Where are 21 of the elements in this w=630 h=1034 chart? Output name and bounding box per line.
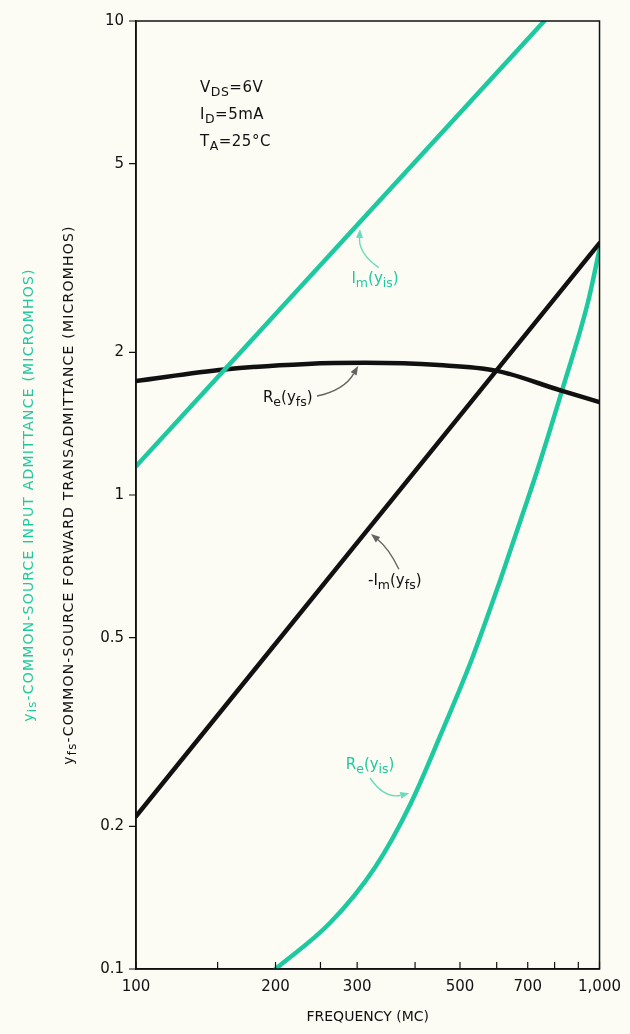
y-tick-label: 0.5	[100, 627, 124, 646]
y-tick-label: 0.2	[100, 816, 124, 835]
x-tick-label: 1,000	[578, 976, 622, 995]
x-tick-label: 500	[445, 976, 475, 995]
series-label: R$_{e}$(y$_{fs}$)	[262, 388, 313, 410]
series-label: I$_{m}$(y$_{is}$)	[351, 269, 399, 291]
series-label: R$_{e}$(y$_{is}$)	[345, 754, 395, 776]
y-tick-label: 0.1	[100, 958, 124, 977]
x-tick-label: 700	[513, 976, 543, 995]
annotation: T$_{A}$=25°C	[200, 132, 271, 153]
x-tick-label: 100	[121, 976, 151, 995]
y-tick-label: 2	[114, 342, 124, 361]
x-tick-label: 200	[261, 976, 290, 995]
x-axis-title: FREQUENCY (MC)	[306, 1008, 430, 1025]
y-tick-label: 10	[104, 10, 124, 29]
annotation: I$_{D}$=5mA	[200, 105, 265, 126]
series-label: -I$_{m}$(y$_{fs}$)	[367, 570, 422, 592]
y-tick-label: 1	[114, 484, 124, 503]
x-tick-label: 300	[342, 976, 372, 995]
y-tick-label: 5	[114, 153, 124, 172]
annotation: V$_{DS}$=6V	[200, 78, 264, 99]
